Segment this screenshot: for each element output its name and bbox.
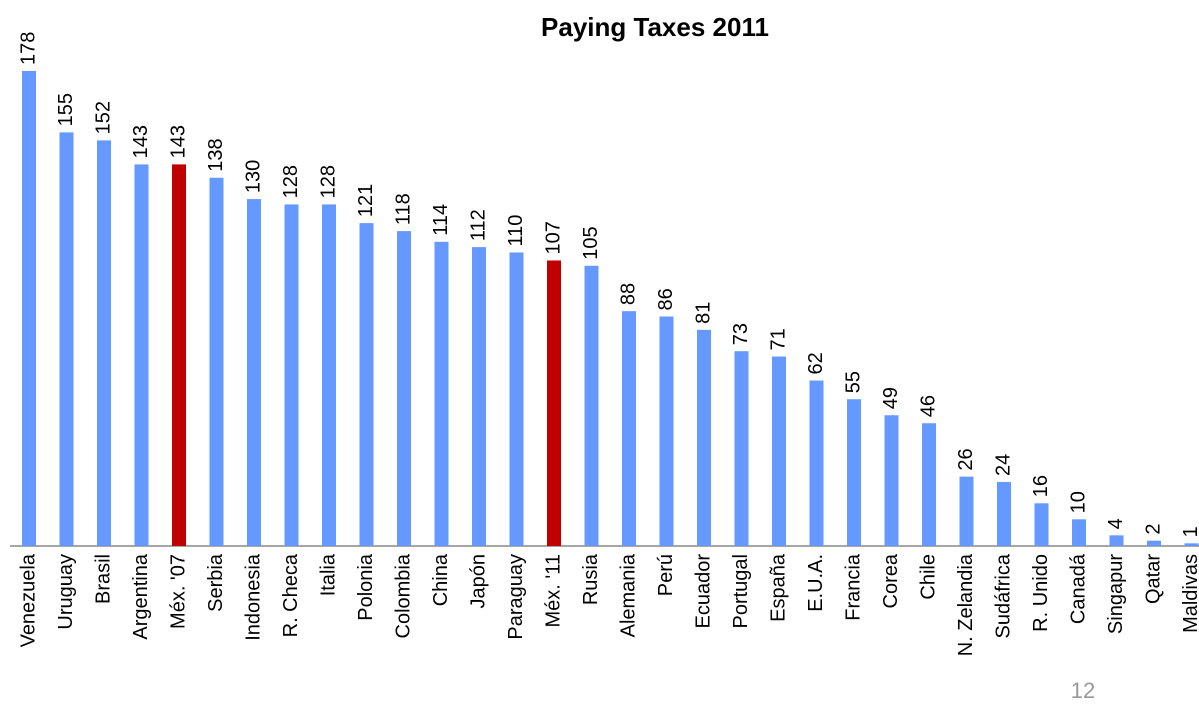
x-tick-label: Japón [467, 554, 489, 609]
value-label: 1 [1180, 526, 1199, 537]
value-label: 55 [842, 371, 864, 393]
x-tick-label: Ecuador [692, 554, 714, 629]
bar [772, 356, 786, 546]
bar [1072, 519, 1086, 546]
value-label: 110 [505, 215, 527, 247]
bar [22, 71, 36, 546]
x-tick-label: R. Unido [1030, 554, 1052, 632]
value-label: 46 [917, 395, 939, 417]
bar [509, 252, 524, 546]
bar [1034, 503, 1049, 546]
bar [134, 164, 149, 547]
bar [809, 380, 824, 546]
bar [97, 140, 111, 546]
x-tick-label: N. Zelandia [955, 553, 977, 656]
value-label: 73 [730, 323, 752, 345]
x-tick-label: Sudáfrica [992, 553, 1014, 638]
bar [172, 164, 186, 547]
x-tick-label: Méx. '07 [167, 554, 189, 629]
bar [847, 399, 861, 546]
x-tick-label: Venezuela [17, 553, 39, 647]
bar [734, 351, 749, 546]
x-tick-label: Qatar [1142, 554, 1164, 604]
value-label: 121 [355, 184, 377, 217]
value-label: 2 [1142, 524, 1164, 535]
value-label: 152 [92, 101, 114, 134]
bar [884, 415, 899, 546]
value-label: 81 [692, 302, 714, 324]
bar [434, 241, 449, 547]
bar [59, 132, 74, 546]
bar [359, 223, 374, 546]
bar [922, 423, 936, 546]
bar [584, 265, 599, 546]
bar [697, 329, 711, 546]
bar [959, 476, 974, 546]
value-label: 88 [617, 283, 639, 305]
value-label: 143 [130, 125, 152, 158]
x-tick-label: Méx. '11 [542, 554, 564, 627]
value-label: 16 [1030, 475, 1052, 497]
value-label: 4 [1105, 518, 1127, 529]
value-label: 24 [992, 454, 1014, 476]
x-tick-label: Argentina [130, 553, 152, 639]
value-label: 128 [280, 165, 302, 198]
x-tick-label: Paraguay [505, 554, 527, 640]
x-tick-label: Singapur [1105, 554, 1127, 634]
value-label: 49 [880, 387, 902, 409]
x-tick-label: Perú [655, 554, 677, 596]
x-tick-label: Canadá [1067, 553, 1089, 624]
x-tick-label: Brasil [92, 554, 114, 604]
bar [322, 204, 336, 546]
value-label: 112 [467, 209, 489, 241]
bar [472, 247, 486, 546]
value-label: 62 [805, 352, 827, 374]
x-tick-label: Maldivas [1180, 554, 1199, 633]
x-tick-label: Uruguay [55, 554, 77, 630]
bar [1184, 543, 1199, 546]
value-label: 86 [655, 288, 677, 310]
value-label: 107 [542, 221, 564, 254]
x-tick-label: Corea [880, 553, 902, 608]
x-tick-label: Colombia [392, 553, 414, 638]
value-label: 26 [955, 448, 977, 470]
value-label: 155 [55, 93, 77, 126]
value-label: 118 [392, 193, 414, 225]
x-tick-label: Serbia [205, 553, 227, 612]
x-tick-label: Portugal [730, 554, 752, 629]
bar [284, 204, 299, 546]
bar [997, 481, 1011, 546]
x-tick-label: Alemania [617, 553, 639, 637]
x-tick-label: Francia [842, 553, 864, 621]
x-tick-label: E.U.A. [805, 554, 827, 612]
x-tick-label: Indonesia [242, 553, 264, 641]
chart-title: Paying Taxes 2011 [541, 12, 769, 42]
value-label: 10 [1067, 491, 1089, 513]
value-label: 105 [580, 226, 602, 259]
value-label: 71 [767, 328, 789, 350]
bar [547, 260, 561, 546]
value-label: 143 [167, 125, 189, 158]
x-tick-label: China [430, 553, 452, 606]
bar [1147, 540, 1161, 546]
bar [397, 231, 411, 546]
x-tick-label: R. Checa [280, 553, 302, 637]
bar [1109, 535, 1124, 546]
bar [659, 316, 674, 546]
value-label: 138 [205, 138, 227, 171]
page-number: 12 [1071, 678, 1095, 703]
value-label: 178 [17, 32, 39, 65]
value-label: 114 [430, 204, 452, 236]
x-tick-label: Rusia [580, 553, 602, 605]
x-tick-label: Polonia [355, 553, 377, 621]
x-tick-label: Chile [917, 554, 939, 600]
value-label: 130 [242, 160, 264, 193]
bar [622, 311, 636, 546]
x-tick-label: Italia [317, 553, 339, 596]
value-label: 128 [317, 165, 339, 198]
bar [247, 199, 261, 546]
x-tick-label: España [767, 553, 789, 622]
bar [209, 177, 224, 546]
